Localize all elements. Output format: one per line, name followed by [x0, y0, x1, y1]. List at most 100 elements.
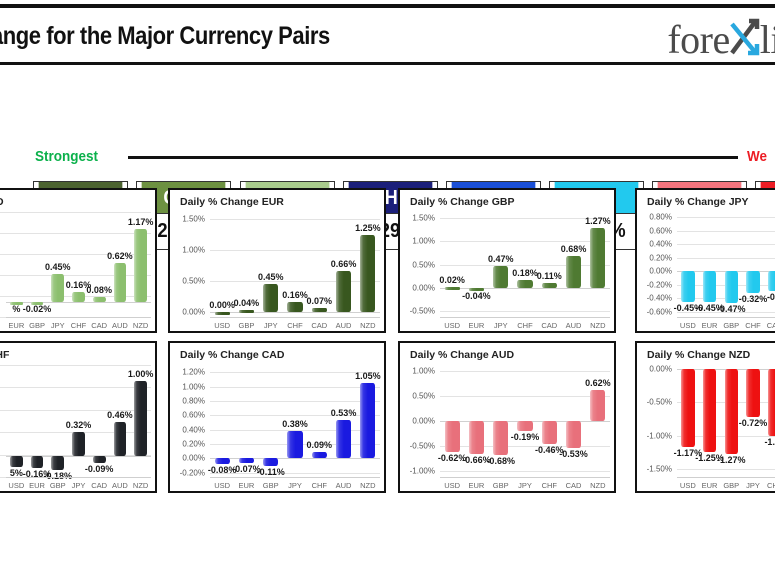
- bar-value-label: -0.66%: [462, 455, 491, 465]
- bar-fill: [134, 381, 148, 457]
- bottom-whitespace: [0, 497, 775, 582]
- bar-value-label: 0.38%: [282, 419, 308, 430]
- bar: [702, 369, 717, 453]
- gridline: [0, 387, 151, 389]
- bar-value-label: 0.07%: [306, 295, 333, 306]
- bar-fill: [493, 265, 509, 288]
- x-axis-tick: CAD: [565, 481, 582, 490]
- currency-strength-band: Strongest We tive nge EUR2.80%GBP2.40%US…: [0, 68, 775, 250]
- bar-value-label: 0.00%: [209, 300, 235, 311]
- bar-fill: [746, 369, 760, 417]
- x-axis-tick: AUD: [335, 321, 352, 330]
- bar-fill: [767, 369, 775, 436]
- logo-text-right: li: [759, 17, 775, 62]
- bar: [72, 291, 85, 302]
- x-axis-line: [6, 317, 151, 318]
- chart-plot-area: -0.20% 0.00% 0.20% 0.40% 0.60% 0.80% 1.00% 1.20…: [170, 365, 384, 491]
- bar: [541, 421, 557, 444]
- bar-fill: [30, 301, 44, 305]
- bar-value-label: 1.25%: [355, 222, 381, 233]
- gridline: [0, 365, 151, 366]
- bar-fill: [51, 273, 65, 302]
- chart-title: hange CHF: [0, 349, 10, 361]
- x-axis-tick: AUD: [335, 481, 352, 490]
- bar-fill: [702, 369, 717, 453]
- y-axis-tick: 0.60%: [182, 410, 205, 420]
- x-axis-tick: CAD: [766, 321, 775, 330]
- bar-value-label: 5%: [9, 468, 23, 479]
- x-axis-tick: USD: [444, 481, 461, 490]
- gridline: [0, 233, 151, 234]
- gridline: [677, 244, 775, 246]
- bar-fill: [746, 271, 760, 293]
- gridline: [210, 429, 380, 431]
- bar-value-label: -0.11%: [256, 467, 285, 478]
- x-axis-tick: CAD: [91, 481, 108, 490]
- bar-fill: [468, 421, 484, 454]
- chart-title: Daily % Change CAD: [180, 349, 285, 361]
- bar: [336, 420, 352, 459]
- chart-panel-jpy: Daily % Change JPY -0.60% -0.40% -0.20% 0.00…: [635, 188, 775, 333]
- bar-value-label: -0.3: [766, 292, 775, 303]
- bar-fill: [113, 421, 127, 457]
- bar-fill: [134, 229, 148, 302]
- y-axis-tick: 0.40%: [182, 425, 205, 435]
- bar-fill: [311, 451, 327, 459]
- bar-value-label: -0.47%: [717, 303, 746, 314]
- x-axis-tick: AUD: [111, 481, 128, 490]
- bar-value-label: -0.45%: [673, 302, 703, 313]
- bar-fill: [702, 271, 717, 302]
- bar: [113, 421, 127, 457]
- bar-value-label: 0.45%: [45, 261, 71, 272]
- chart-plot-area: -0.60% -0.40% -0.20% 0.00% 0.20% 0.40% 0.60% 0.…: [637, 212, 775, 331]
- bar-fill: [360, 234, 376, 313]
- gridline: [440, 371, 610, 372]
- chart-plot-area: -0.50% 0.00% 0.50% 1.00% 1.50% 0.02% USD -0.04%…: [400, 212, 614, 331]
- bar-fill: [113, 263, 127, 302]
- x-axis-tick: CHF: [541, 481, 557, 490]
- bar-value-label: %: [12, 303, 21, 314]
- bar-value-label: -0.07%: [232, 464, 261, 475]
- y-axis-tick: 0.00%: [649, 266, 672, 276]
- x-axis-tick: CAD: [91, 321, 108, 330]
- gridline: [210, 415, 380, 417]
- bar: [360, 382, 376, 459]
- gridline: [0, 409, 151, 411]
- bar-fill: [590, 390, 606, 421]
- bar: [238, 309, 254, 313]
- bar-value-label: 1.05%: [355, 370, 381, 381]
- x-axis-line: [677, 477, 775, 478]
- x-axis-tick: CAD: [311, 321, 328, 330]
- x-axis-tick: EUR: [29, 481, 45, 490]
- bar: [517, 421, 533, 431]
- bar-value-label: -0.45%: [695, 302, 724, 313]
- bar: [72, 432, 85, 457]
- bar: [767, 369, 775, 436]
- bar: [444, 421, 460, 452]
- gridline: [210, 472, 380, 474]
- bar: [134, 229, 148, 302]
- y-axis-tick: -0.40%: [646, 293, 672, 303]
- bar-fill: [92, 296, 106, 302]
- y-axis-tick: 0.50%: [412, 391, 435, 401]
- bar-fill: [724, 271, 738, 303]
- bar-value-label: -1.17%: [673, 448, 703, 458]
- chart-title: Daily % Change NZD: [647, 349, 751, 361]
- gridline: [440, 396, 610, 397]
- x-axis-tick: GBP: [723, 481, 740, 490]
- page-header: hange for the Major Currency Pairs fore …: [0, 8, 775, 63]
- bar-fill: [336, 420, 352, 459]
- bar-value-label: 0.68%: [560, 244, 587, 255]
- bar: [30, 301, 44, 305]
- bar-fill: [541, 282, 557, 288]
- forexlive-logo: fore li: [667, 16, 775, 63]
- bar-value-label: 0.11%: [536, 270, 562, 281]
- bar: [746, 369, 760, 417]
- bar-fill: [214, 312, 230, 316]
- x-axis-tick: EUR: [468, 321, 485, 330]
- bar-value-label: -0.18%: [43, 470, 73, 481]
- bar-fill: [517, 279, 533, 288]
- x-axis-tick: CHF: [287, 321, 303, 330]
- bar-value-label: -0.04%: [462, 290, 491, 301]
- bar: [541, 282, 557, 288]
